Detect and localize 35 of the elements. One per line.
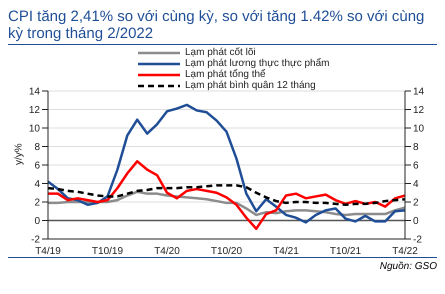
y-tick-label: 10 bbox=[28, 124, 40, 135]
y2-tick-label: 14 bbox=[413, 86, 425, 98]
legend-label: Lạm phát cốt lõi bbox=[185, 47, 256, 58]
chart-title: CPI tăng 2,41% so với cùng kỳ, so với tăng 1.42% so với cùng kỳ trong tháng 2/2022 bbox=[8, 8, 437, 45]
y2-tick-label: 10 bbox=[413, 124, 425, 135]
line-series bbox=[46, 160, 406, 230]
y2-tick-label: 0 bbox=[413, 216, 419, 228]
y2-tick-label: 4 bbox=[413, 179, 419, 190]
y-tick-label: 8 bbox=[34, 142, 40, 154]
legend-label: Lạm phát lương thực thực phẩm bbox=[185, 58, 330, 69]
y-tick-label: 14 bbox=[28, 86, 40, 98]
x-tick-label: T4/21 bbox=[273, 246, 300, 258]
y2-tick-label: 2 bbox=[413, 198, 419, 209]
y-tick-label: -2 bbox=[31, 234, 40, 246]
y-tick-label: 6 bbox=[34, 160, 40, 172]
line-series bbox=[46, 104, 406, 224]
x-tick-label: T4/20 bbox=[154, 246, 180, 258]
y2-tick-label: 8 bbox=[413, 142, 419, 154]
y-tick-label: 12 bbox=[28, 105, 40, 116]
x-tick-label: T10/20 bbox=[210, 246, 242, 258]
x-tick-label: T4/22 bbox=[392, 246, 418, 258]
x-tick-label: T10/21 bbox=[330, 246, 362, 258]
line-series bbox=[46, 184, 406, 206]
y2-tick-label: 6 bbox=[413, 160, 419, 172]
y-axis-title: y/y% bbox=[14, 143, 25, 165]
text: Nguồn: GSO bbox=[8, 257, 437, 272]
legend-label: Lạm phát tổng thể bbox=[185, 69, 266, 80]
legend-label: Lạm phát bình quân 12 tháng bbox=[185, 80, 316, 91]
x-tick-label: T4/19 bbox=[35, 246, 62, 258]
y-tick-label: 2 bbox=[34, 198, 40, 209]
y-tick-label: 4 bbox=[34, 179, 40, 190]
y-tick-label: 0 bbox=[34, 216, 40, 228]
y2-tick-label: -2 bbox=[413, 234, 422, 246]
y2-tick-label: 12 bbox=[413, 105, 425, 116]
x-tick-label: T10/19 bbox=[92, 246, 124, 258]
